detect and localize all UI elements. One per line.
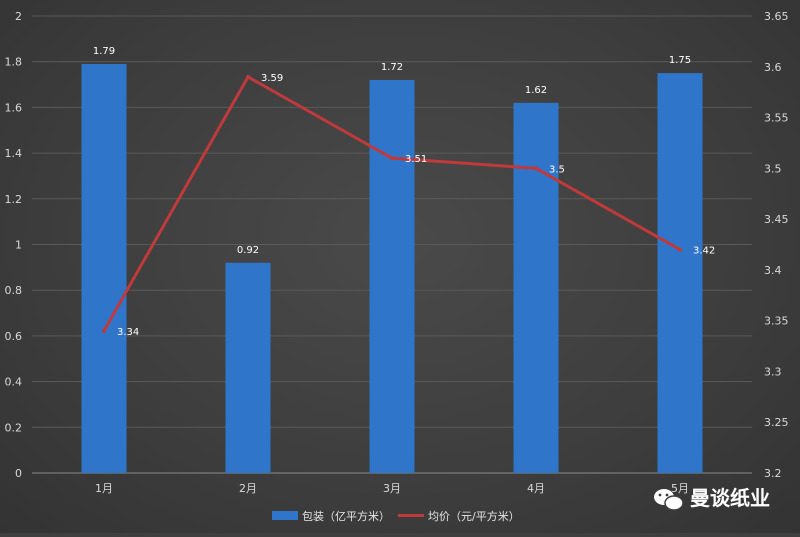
category-label: 3月 <box>383 482 401 495</box>
right-tick-label: 3.25 <box>764 416 789 429</box>
bar-data-label: 1.79 <box>93 46 115 57</box>
left-tick-label: 0 <box>15 467 22 480</box>
left-tick-label: 1.8 <box>5 56 23 69</box>
line-point <box>246 74 250 79</box>
line-point <box>534 166 538 171</box>
right-tick-label: 3.6 <box>764 61 782 74</box>
watermark: 曼谈纸业 <box>654 486 770 511</box>
right-tick-label: 3.65 <box>764 10 789 23</box>
right-tick-label: 3.55 <box>764 112 789 125</box>
line-data-label: 3.51 <box>405 154 427 165</box>
bar <box>369 79 415 473</box>
bar-data-label: 1.72 <box>381 62 403 73</box>
bar <box>225 262 271 473</box>
line-point <box>390 156 394 161</box>
category-label: 1月 <box>95 482 113 495</box>
left-tick-label: 1.2 <box>5 193 23 206</box>
left-tick-label: 1.6 <box>5 101 23 114</box>
left-tick-label: 0.2 <box>5 421 23 434</box>
category-label: 4月 <box>527 482 545 495</box>
left-tick-label: 0.6 <box>5 330 23 343</box>
left-tick-label: 0.8 <box>5 284 23 297</box>
line-data-label: 3.59 <box>261 73 283 84</box>
category-label: 5月 <box>671 482 689 495</box>
right-tick-label: 3.35 <box>764 315 789 328</box>
right-axis: 3.2 3.25 3.3 3.35 3.4 3.45 3.5 3.55 3.6 3.65 <box>764 10 789 480</box>
bar <box>81 63 127 474</box>
wechat-icon <box>654 489 684 511</box>
left-tick-label: 1.4 <box>5 147 23 160</box>
left-tick-label: 1 <box>15 239 22 252</box>
right-tick-label: 3.45 <box>764 213 789 226</box>
right-tick-label: 3.4 <box>764 264 782 277</box>
line-data-label: 3.34 <box>117 327 139 338</box>
bar <box>657 73 703 473</box>
line-data-label: 3.42 <box>693 246 715 257</box>
legend-label: 包装（亿平方米） <box>302 509 390 523</box>
line-data-label: 3.5 <box>549 164 565 175</box>
left-axis: 0 0.2 0.4 0.6 0.8 1 1.2 1.4 1.6 1.8 2 <box>5 10 23 480</box>
right-tick-label: 3.5 <box>764 162 782 175</box>
bar-series: 1.79 0.92 1.72 1.62 1.75 <box>81 46 703 474</box>
bar <box>513 102 559 473</box>
bar-data-label: 0.92 <box>237 245 259 256</box>
right-tick-label: 3.2 <box>764 467 782 480</box>
left-tick-label: 0.4 <box>5 376 23 389</box>
category-axis: 1月 2月 3月 4月 5月 <box>95 482 689 495</box>
line-point <box>102 328 106 333</box>
category-label: 2月 <box>239 482 257 495</box>
legend-label: 均价（元/平方米） <box>428 509 520 523</box>
line-point <box>678 247 682 252</box>
left-tick-label: 2 <box>15 10 22 23</box>
bar-data-label: 1.62 <box>525 85 547 96</box>
watermark-text: 曼谈纸业 <box>690 486 770 510</box>
right-tick-label: 3.3 <box>764 365 782 378</box>
legend: 包装（亿平方米） 均价（元/平方米） <box>272 509 520 523</box>
line-series: 3.34 3.59 3.51 3.5 3.42 <box>102 73 715 338</box>
bar-data-label: 1.75 <box>669 55 691 66</box>
legend-swatch-bar <box>272 511 298 520</box>
